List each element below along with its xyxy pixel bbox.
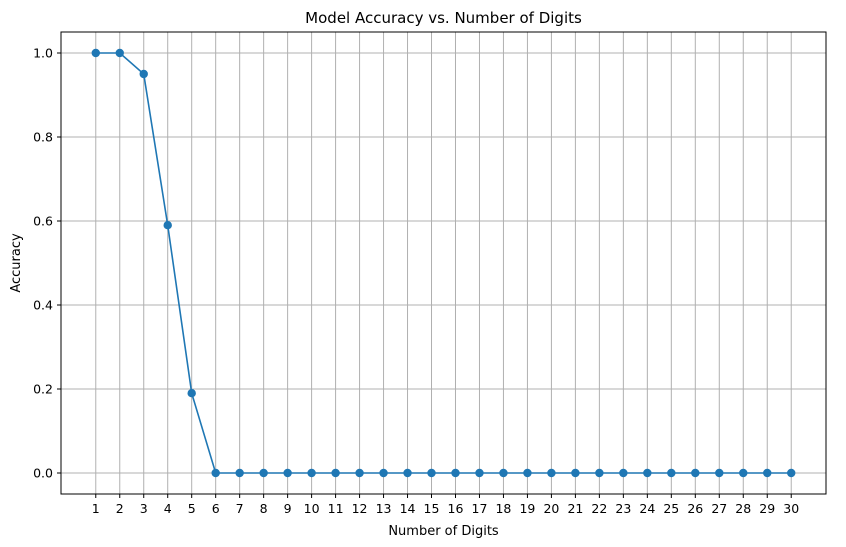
x-tick-label: 1 bbox=[92, 501, 100, 516]
x-tick-label: 10 bbox=[304, 501, 320, 516]
data-point bbox=[403, 468, 412, 478]
data-point bbox=[787, 468, 796, 478]
x-tick-label: 20 bbox=[543, 501, 559, 516]
x-tick-label: 19 bbox=[519, 501, 535, 516]
x-tick-label: 30 bbox=[783, 501, 799, 516]
data-point bbox=[115, 48, 124, 58]
x-tick-label: 5 bbox=[188, 501, 196, 516]
x-tick-label: 26 bbox=[687, 501, 703, 516]
data-point bbox=[235, 468, 244, 478]
data-point bbox=[283, 468, 292, 478]
data-point bbox=[763, 468, 772, 478]
x-tick-label: 27 bbox=[711, 501, 727, 516]
x-tick-label: 24 bbox=[639, 501, 655, 516]
data-point bbox=[691, 468, 700, 478]
x-tick-label: 8 bbox=[260, 501, 268, 516]
data-point bbox=[307, 468, 316, 478]
x-tick-label: 16 bbox=[448, 501, 464, 516]
data-point bbox=[571, 468, 580, 478]
data-point bbox=[475, 468, 484, 478]
y-tick-label: 0.2 bbox=[33, 382, 53, 397]
data-point bbox=[451, 468, 460, 478]
data-point bbox=[523, 468, 532, 478]
data-point bbox=[187, 389, 196, 398]
chart-title: Model Accuracy vs. Number of Digits bbox=[305, 9, 582, 27]
data-point bbox=[211, 468, 220, 478]
data-point bbox=[91, 48, 100, 58]
x-tick-label: 3 bbox=[140, 501, 148, 516]
data-point bbox=[499, 468, 508, 478]
axes-frame bbox=[60, 31, 827, 495]
x-axis-ticks: 1 2 3 4 5 6 7 8 9 10 11 12 13 14 15 16 17 18 19 20 21 22 23 24 2… bbox=[92, 494, 799, 516]
x-tick-label: 14 bbox=[400, 501, 416, 516]
x-axis-label: Number of Digits bbox=[388, 524, 499, 539]
x-tick-label: 9 bbox=[284, 501, 292, 516]
x-tick-label: 7 bbox=[236, 501, 244, 516]
x-tick-label: 4 bbox=[164, 501, 172, 516]
y-tick-label: 0.6 bbox=[33, 214, 53, 229]
grid bbox=[61, 32, 826, 494]
x-tick-label: 21 bbox=[567, 501, 583, 516]
x-tick-label: 12 bbox=[352, 501, 368, 516]
x-tick-label: 11 bbox=[328, 501, 344, 516]
y-axis-label: Accuracy bbox=[9, 233, 24, 293]
x-tick-label: 28 bbox=[735, 501, 751, 516]
data-point bbox=[355, 468, 364, 478]
data-point bbox=[667, 468, 676, 478]
y-tick-label: 0.0 bbox=[33, 466, 53, 481]
data-point bbox=[331, 468, 340, 478]
y-axis-ticks: 0.0 0.2 0.4 0.6 0.8 1.0 bbox=[33, 46, 61, 481]
x-tick-label: 22 bbox=[591, 501, 607, 516]
y-tick-label: 0.8 bbox=[33, 130, 53, 145]
x-tick-label: 23 bbox=[615, 501, 631, 516]
data-point bbox=[259, 468, 268, 478]
data-point bbox=[379, 468, 388, 478]
x-tick-label: 17 bbox=[472, 501, 488, 516]
x-tick-label: 13 bbox=[376, 501, 392, 516]
data-point bbox=[643, 468, 652, 478]
data-point bbox=[163, 221, 172, 230]
data-point bbox=[139, 69, 148, 79]
data-point bbox=[619, 468, 628, 478]
x-tick-label: 15 bbox=[424, 501, 440, 516]
data-point bbox=[739, 468, 748, 478]
series-line bbox=[95, 52, 792, 474]
data-point bbox=[715, 468, 724, 478]
data-point bbox=[595, 468, 604, 478]
x-tick-label: 18 bbox=[495, 501, 511, 516]
series-accuracy bbox=[91, 48, 796, 478]
x-tick-label: 6 bbox=[212, 501, 220, 516]
y-tick-label: 1.0 bbox=[33, 46, 53, 61]
x-tick-label: 2 bbox=[116, 501, 124, 516]
x-tick-label: 25 bbox=[663, 501, 679, 516]
data-point bbox=[427, 468, 436, 478]
x-tick-label: 29 bbox=[759, 501, 775, 516]
data-point bbox=[547, 468, 556, 478]
y-tick-label: 0.4 bbox=[33, 298, 53, 313]
